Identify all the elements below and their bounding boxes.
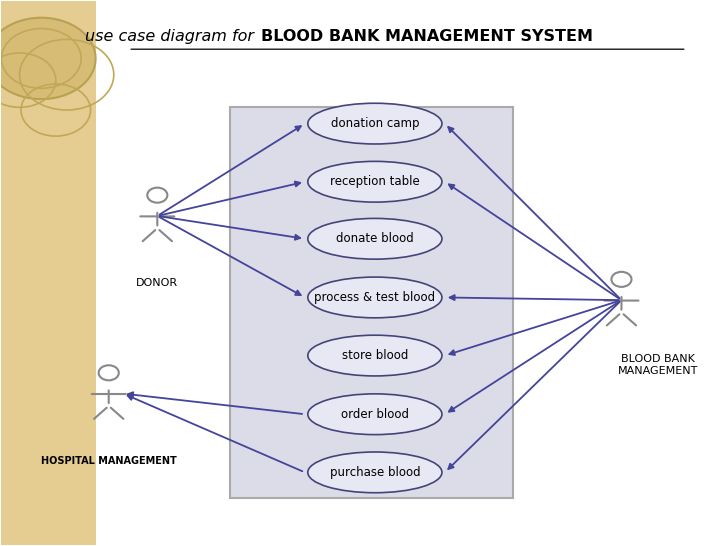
Text: donation camp: donation camp	[331, 117, 419, 130]
Text: use case diagram for: use case diagram for	[84, 29, 259, 44]
Ellipse shape	[308, 103, 442, 144]
Text: BLOOD BANK
MANAGEMENT: BLOOD BANK MANAGEMENT	[617, 354, 698, 376]
Bar	[1, 2, 95, 544]
Text: HOSPITAL MANAGEMENT: HOSPITAL MANAGEMENT	[41, 456, 177, 466]
FancyBboxPatch shape	[230, 108, 513, 498]
Text: process & test blood: process & test blood	[314, 291, 435, 304]
Text: purchase blood: purchase blood	[330, 466, 420, 479]
Ellipse shape	[308, 162, 442, 202]
Circle shape	[0, 17, 95, 99]
Text: store blood: store blood	[341, 349, 408, 362]
Ellipse shape	[308, 394, 442, 435]
Text: BLOOD BANK MANAGEMENT SYSTEM: BLOOD BANK MANAGEMENT SYSTEM	[261, 29, 593, 44]
Ellipse shape	[308, 277, 442, 318]
Ellipse shape	[308, 218, 442, 259]
Ellipse shape	[308, 452, 442, 492]
Text: order blood: order blood	[341, 408, 409, 421]
Text: DONOR: DONOR	[136, 278, 178, 288]
Ellipse shape	[308, 335, 442, 376]
Text: reception table: reception table	[330, 175, 420, 188]
Text: donate blood: donate blood	[336, 232, 414, 245]
